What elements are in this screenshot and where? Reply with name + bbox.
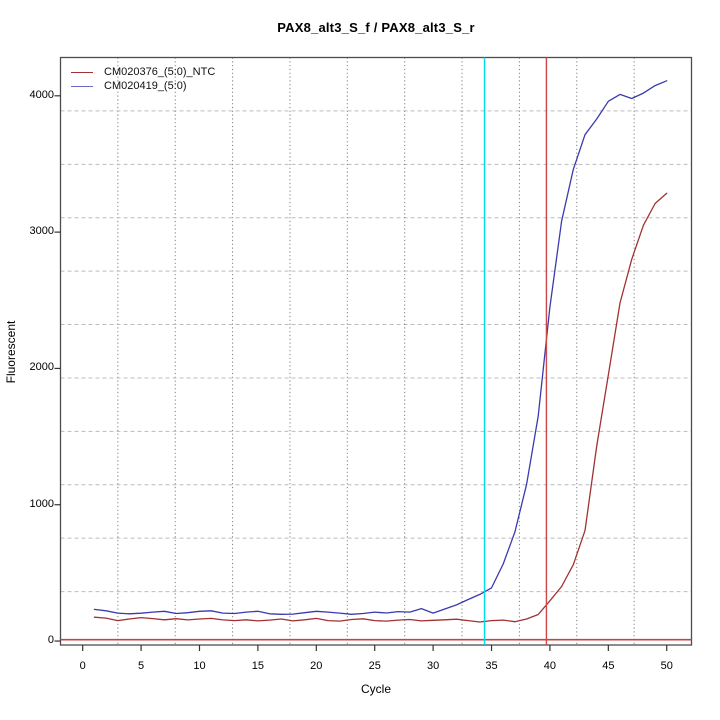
chart-title: PAX8_alt3_S_f / PAX8_alt3_S_r [277,20,475,35]
sample-curve [93,80,668,615]
x-axis-label: Cycle [360,682,391,696]
y-tick-label: 4000 [29,88,54,101]
axis-tick-marks [54,95,668,651]
x-tick-label: 50 [660,660,673,672]
legend-item-sample: CM020419_(5:0) [71,79,215,93]
x-tick-label: 35 [485,660,498,672]
y-tick-label: 1000 [29,497,54,510]
gridlines [60,57,692,645]
x-tick-label: 45 [602,660,615,672]
y-axis-label: Fluorescent [4,320,18,384]
x-tick-label: 40 [543,660,557,672]
legend-item-ntc: CM020376_(5:0)_NTC [71,65,215,79]
y-tick-label: 2000 [29,361,54,374]
x-tick-label: 30 [426,660,440,672]
x-tick-label: 0 [79,660,86,672]
legend-line-swatch-sample [71,85,93,87]
y-tick-label: 0 [47,634,54,647]
x-tick-label: 15 [251,660,265,672]
y-tick-label: 3000 [29,225,54,238]
x-tick-label: 10 [193,660,206,672]
x-tick-label: 5 [138,660,145,672]
x-tick-label: 25 [368,660,381,672]
legend-label-ntc: CM020376_(5:0)_NTC [104,66,216,78]
legend: CM020376_(5:0)_NTC CM020419_(5:0) [71,65,215,93]
x-tick-label: 20 [310,660,323,672]
legend-label-sample: CM020419_(5:0) [104,80,187,92]
legend-line-swatch-ntc [71,71,93,73]
ntc-curve [93,192,668,623]
plot-border-box [59,56,693,646]
